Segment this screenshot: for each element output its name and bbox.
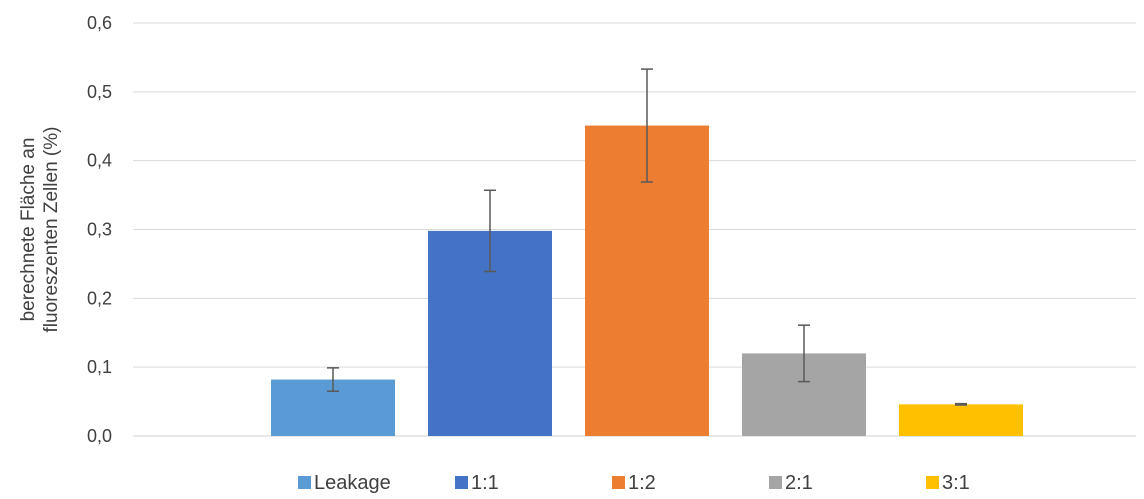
- y-tick-label: 0,3: [87, 220, 112, 240]
- legend-item: 2:1: [769, 472, 813, 494]
- y-tick-label: 0,0: [87, 426, 112, 446]
- legend-item: 1:2: [612, 472, 656, 494]
- error-bar: [327, 367, 339, 393]
- legend-label: 1:2: [628, 472, 656, 494]
- legend: Leakage 1:1 1:2 2:1 3:1: [298, 472, 970, 494]
- error-bar: [641, 68, 653, 183]
- y-tick-label: 0,4: [87, 151, 112, 171]
- error-bars: [327, 68, 967, 406]
- legend-swatch: [926, 476, 939, 489]
- error-bar: [955, 402, 967, 406]
- bar-3-1: [899, 404, 1023, 436]
- y-tick-labels: 0,0 0,1 0,2 0,3 0,4 0,5 0,6: [87, 13, 112, 446]
- legend-item: Leakage: [298, 472, 391, 494]
- error-bar: [798, 324, 810, 383]
- y-tick-label: 0,2: [87, 288, 112, 308]
- legend-item: 3:1: [926, 472, 970, 494]
- legend-label: 2:1: [785, 472, 813, 494]
- y-tick-label: 0,6: [87, 13, 112, 33]
- y-axis-title-line-1: berechnete Fläche an: [18, 138, 39, 322]
- legend-label: 3:1: [942, 472, 970, 494]
- error-bar: [484, 189, 496, 273]
- bars: [271, 125, 1023, 436]
- y-tick-label: 0,5: [87, 82, 112, 102]
- legend-label: Leakage: [314, 472, 391, 494]
- y-tick-label: 0,1: [87, 357, 112, 377]
- legend-swatch: [455, 476, 468, 489]
- legend-item: 1:1: [455, 472, 499, 494]
- legend-swatch: [769, 476, 782, 489]
- y-axis-title-line-2: fluoreszenten Zellen (%): [41, 127, 62, 333]
- legend-swatch: [612, 476, 625, 489]
- legend-swatch: [298, 476, 311, 489]
- legend-label: 1:1: [471, 472, 499, 494]
